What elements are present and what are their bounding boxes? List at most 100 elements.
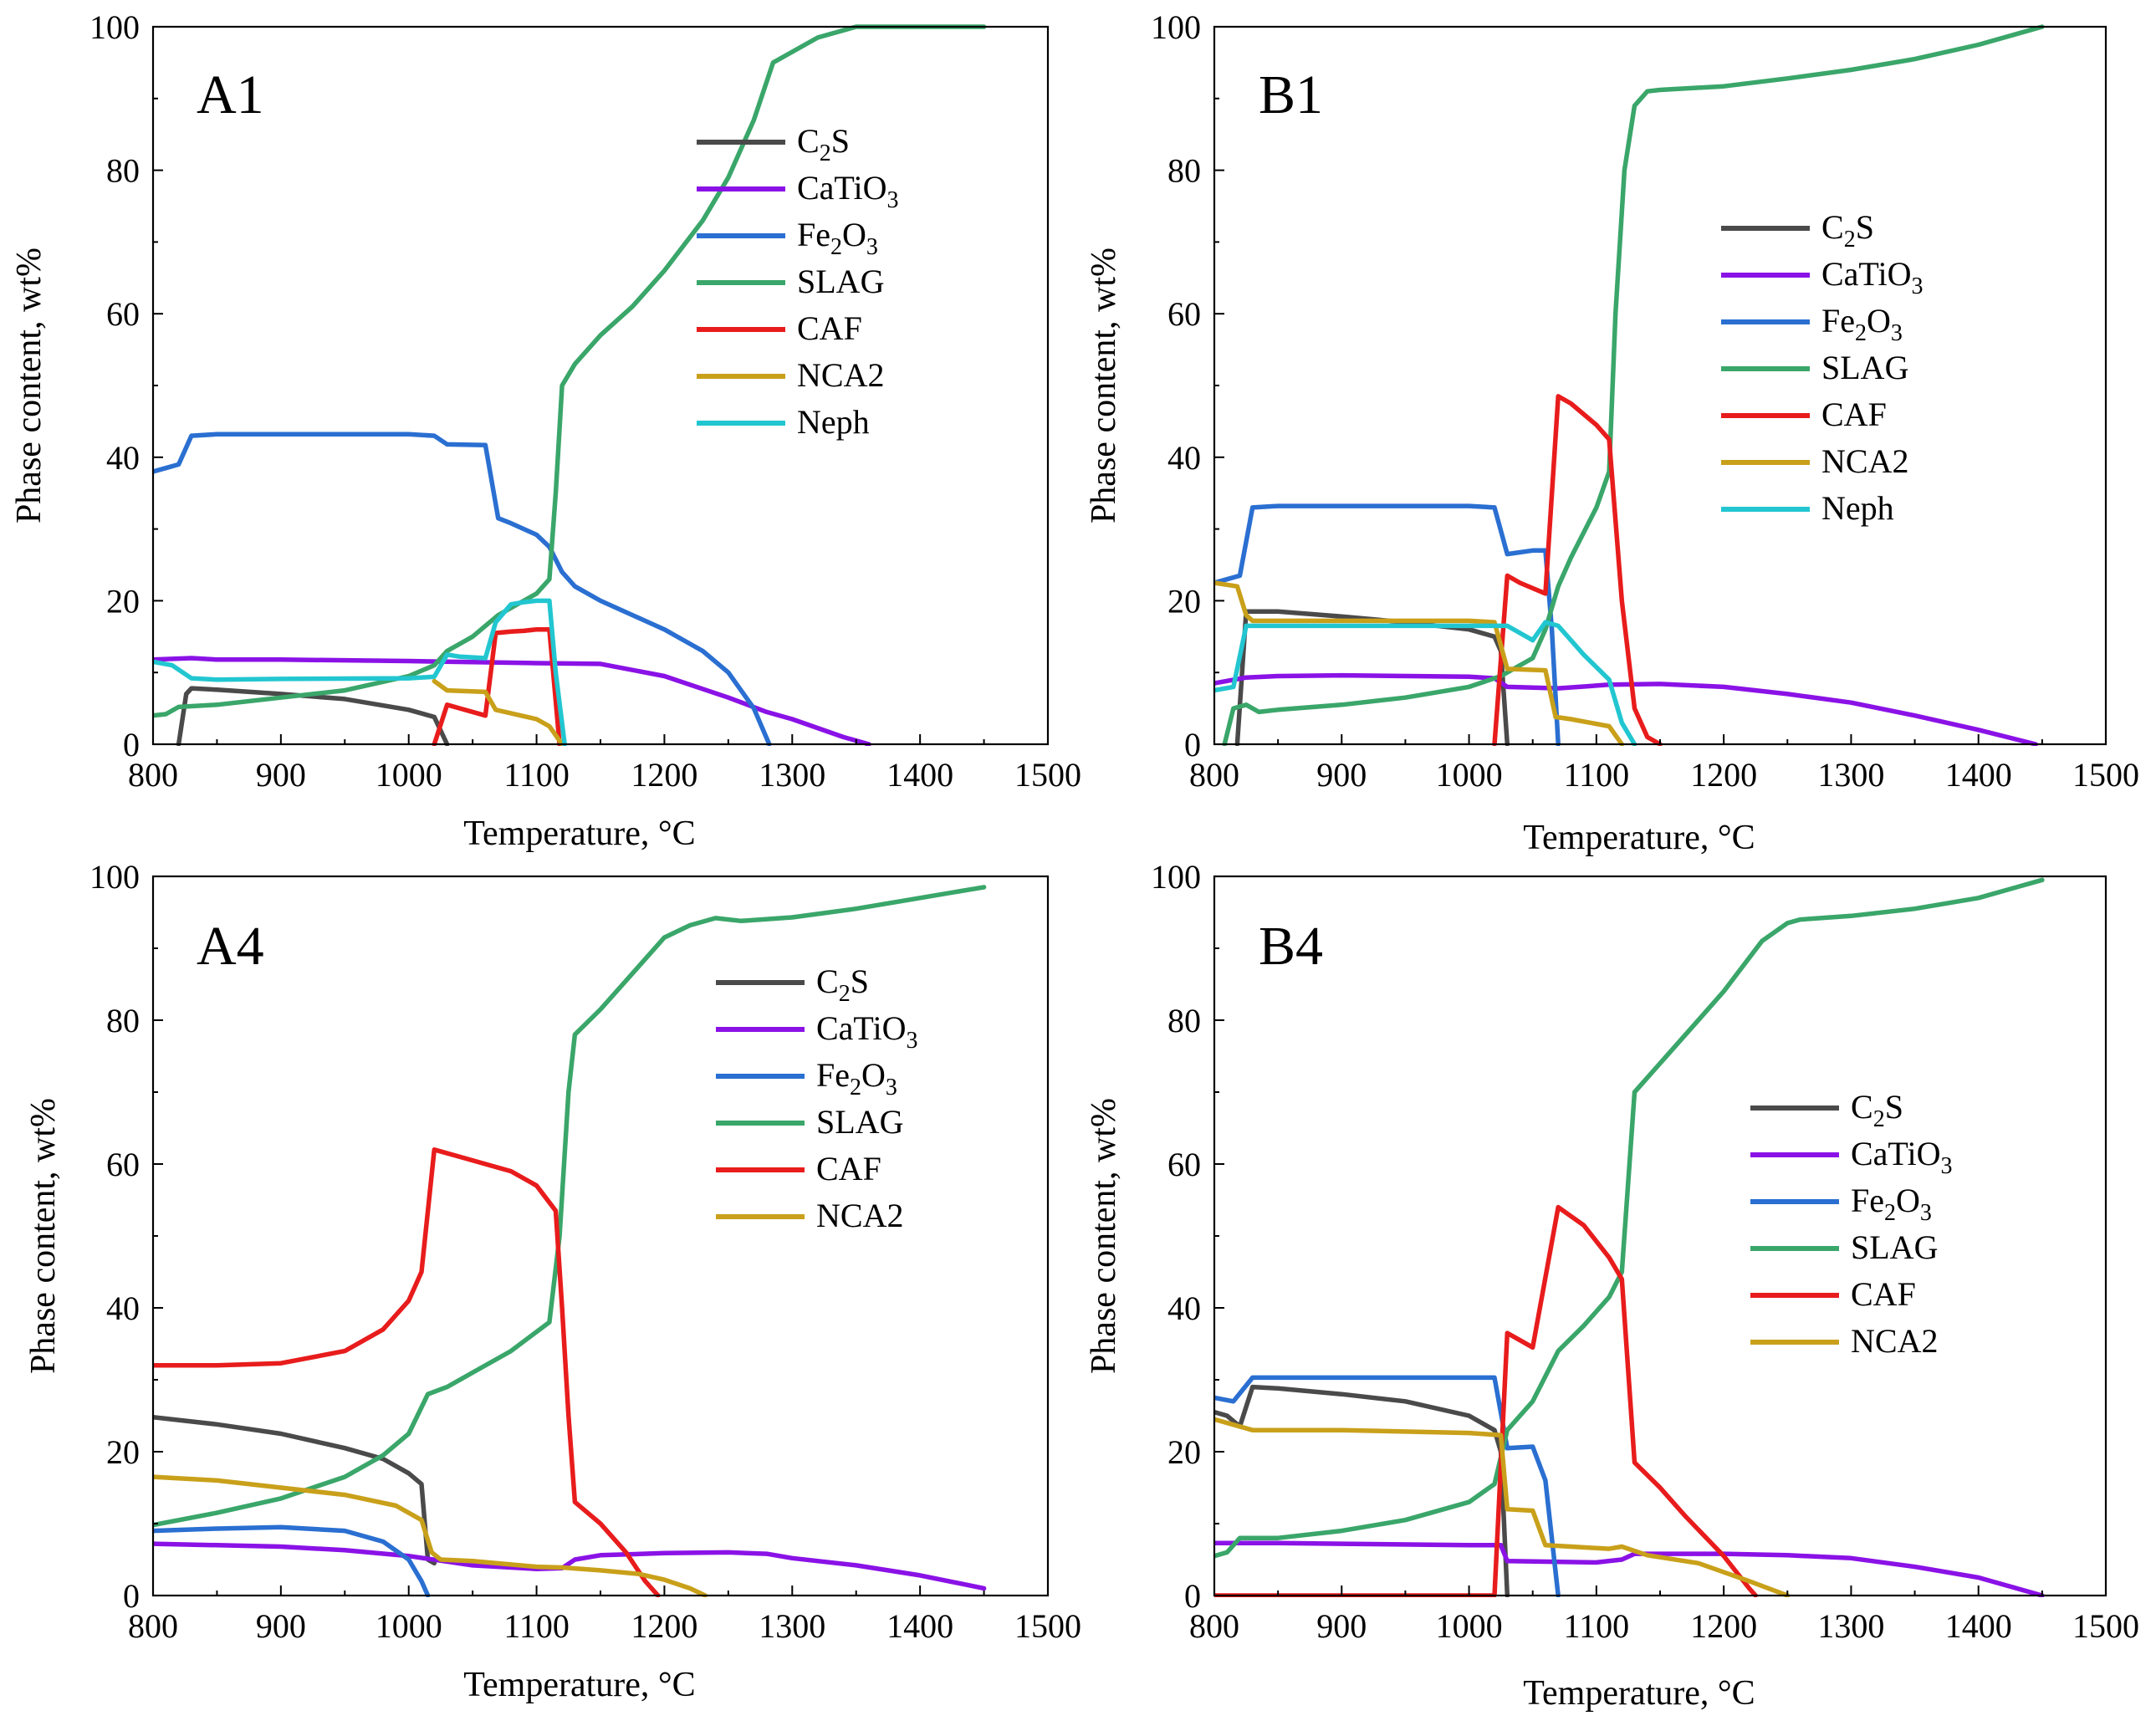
- y-axis-title: Phase content, wt%: [10, 248, 49, 523]
- y-tick-label: 0: [123, 726, 140, 763]
- y-tick-label: 60: [106, 295, 140, 333]
- series-line-catio3: [1214, 672, 2038, 746]
- legend-entry-fe2o3: Fe2O3: [1851, 1182, 1932, 1226]
- legend-entry-caf: CAF: [1821, 396, 1887, 433]
- y-tick-label: 100: [1151, 858, 1201, 896]
- legend-entry-caf: CAF: [816, 1150, 881, 1187]
- y-tick-label: 40: [1167, 1289, 1201, 1327]
- series-line-fe2o3: [1214, 503, 1561, 746]
- legend-entry-nca2: NCA2: [816, 1197, 903, 1234]
- series-group: [1214, 877, 2045, 1597]
- legend-entry-caf: CAF: [1851, 1275, 1916, 1313]
- legend-entry-slag: SLAG: [1821, 349, 1908, 386]
- panel-label: B4: [1259, 916, 1323, 977]
- series-line-c2s: [176, 686, 450, 746]
- legend-entry-nca2: NCA2: [1851, 1322, 1938, 1360]
- y-axis-title: Phase content, wt%: [24, 1098, 63, 1374]
- x-tick-label: 1500: [2072, 1607, 2139, 1645]
- y-tick-label: 60: [1167, 295, 1201, 333]
- legend-entry-c2s: C2S: [797, 122, 850, 166]
- x-tick-label: 900: [256, 1607, 306, 1645]
- y-tick-label: 40: [106, 1289, 140, 1327]
- x-tick-label: 1000: [376, 756, 442, 794]
- y-tick-label: 80: [106, 1002, 140, 1039]
- legend-entry-nca2: NCA2: [1821, 442, 1908, 480]
- x-tick-label: 1200: [1690, 1607, 1757, 1645]
- series-line-slag: [1222, 24, 2045, 746]
- x-tick-label: 1500: [2072, 756, 2139, 794]
- series-line-nca2: [153, 1474, 708, 1597]
- legend-entry-catio3: CaTiO3: [797, 169, 898, 213]
- y-tick-label: 60: [1167, 1146, 1201, 1183]
- x-tick-label: 1400: [1945, 756, 2012, 794]
- series-line-slag: [153, 885, 987, 1528]
- series-line-catio3: [1214, 1540, 2045, 1597]
- x-tick-label: 1000: [1436, 756, 1503, 794]
- x-tick-label: 1400: [886, 1607, 953, 1645]
- x-axis-title: Temperature, °C: [463, 1666, 695, 1704]
- legend-entry-fe2o3: Fe2O3: [797, 216, 878, 260]
- y-tick-label: 40: [106, 439, 140, 477]
- y-tick-label: 100: [1151, 8, 1201, 46]
- x-axis-title: Temperature, °C: [1523, 819, 1755, 857]
- x-tick-label: 900: [1316, 756, 1367, 794]
- y-tick-label: 0: [1184, 1577, 1201, 1615]
- x-axis-title: Temperature, °C: [463, 814, 695, 853]
- x-tick-label: 1400: [1945, 1607, 2012, 1645]
- y-axis-title: Phase content, wt%: [1085, 248, 1123, 523]
- x-tick-label: 1300: [1817, 756, 1884, 794]
- series-line-fe2o3: [153, 1524, 431, 1597]
- legend-entry-c2s: C2S: [1821, 208, 1874, 253]
- y-axis-title: Phase content, wt%: [1085, 1098, 1123, 1374]
- panel-label: B1: [1259, 64, 1323, 125]
- legend-entry-neph: Neph: [797, 403, 870, 441]
- panel-a4: 800 900 1000 1100 1200 1300 1400 1500 0 20 40 60 80 1…: [24, 858, 1081, 1704]
- series-line-caf: [432, 626, 562, 746]
- series-group: [153, 24, 987, 746]
- x-tick-label: 1400: [886, 756, 953, 794]
- legend-entry-catio3: CaTiO3: [1851, 1135, 1952, 1179]
- x-tick-label: 1300: [759, 1607, 825, 1645]
- y-tick-label: 80: [106, 152, 140, 190]
- series-line-fe2o3: [1214, 1375, 1561, 1597]
- panel-label: A4: [197, 916, 264, 977]
- y-tick-label: 60: [106, 1146, 140, 1183]
- y-tick-label: 80: [1167, 152, 1201, 190]
- x-tick-label: 800: [1189, 1607, 1239, 1645]
- legend-entry-fe2o3: Fe2O3: [816, 1056, 897, 1100]
- x-tick-label: 1300: [1817, 1607, 1884, 1645]
- x-tick-label: 1500: [1014, 1607, 1081, 1645]
- y-tick-label: 0: [123, 1577, 140, 1615]
- panel-a1: 800 900 1000 1100 1200 1300 1400 1500 0 20 40 60 80 1…: [10, 8, 1081, 853]
- series-line-caf: [153, 1147, 661, 1597]
- y-tick-label: 0: [1184, 726, 1201, 763]
- legend-entry-c2s: C2S: [1851, 1088, 1903, 1132]
- series-line-fe2o3: [153, 431, 772, 746]
- series-line-catio3: [153, 656, 871, 746]
- panel-b1: 800 900 1000 1100 1200 1300 1400 1500 0 20 40 60 80 1…: [1085, 8, 2139, 857]
- series-line-slag: [153, 24, 987, 718]
- series-line-nca2: [1214, 580, 1625, 746]
- x-tick-label: 1500: [1014, 756, 1081, 794]
- x-tick-label: 800: [1189, 756, 1239, 794]
- x-tick-label: 900: [256, 756, 306, 794]
- legend-entry-neph: Neph: [1821, 489, 1894, 527]
- series-line-nca2: [1214, 1417, 1791, 1597]
- panel-b4: 800 900 1000 1100 1200 1300 1400 1500 0 20 40 60 80 1…: [1085, 858, 2139, 1713]
- legend-entry-caf: CAF: [797, 309, 862, 347]
- series-line-neph: [153, 598, 567, 746]
- series-line-caf: [1214, 1204, 1758, 1597]
- y-tick-label: 20: [106, 582, 140, 620]
- x-tick-label: 1100: [1564, 1607, 1630, 1645]
- x-tick-label: 1200: [631, 756, 697, 794]
- plot-frame: [151, 25, 1050, 746]
- legend-entry-slag: SLAG: [816, 1103, 903, 1141]
- series-line-catio3: [153, 1541, 987, 1591]
- plot-frame: [1213, 25, 2107, 746]
- legend-entry-fe2o3: Fe2O3: [1821, 302, 1903, 346]
